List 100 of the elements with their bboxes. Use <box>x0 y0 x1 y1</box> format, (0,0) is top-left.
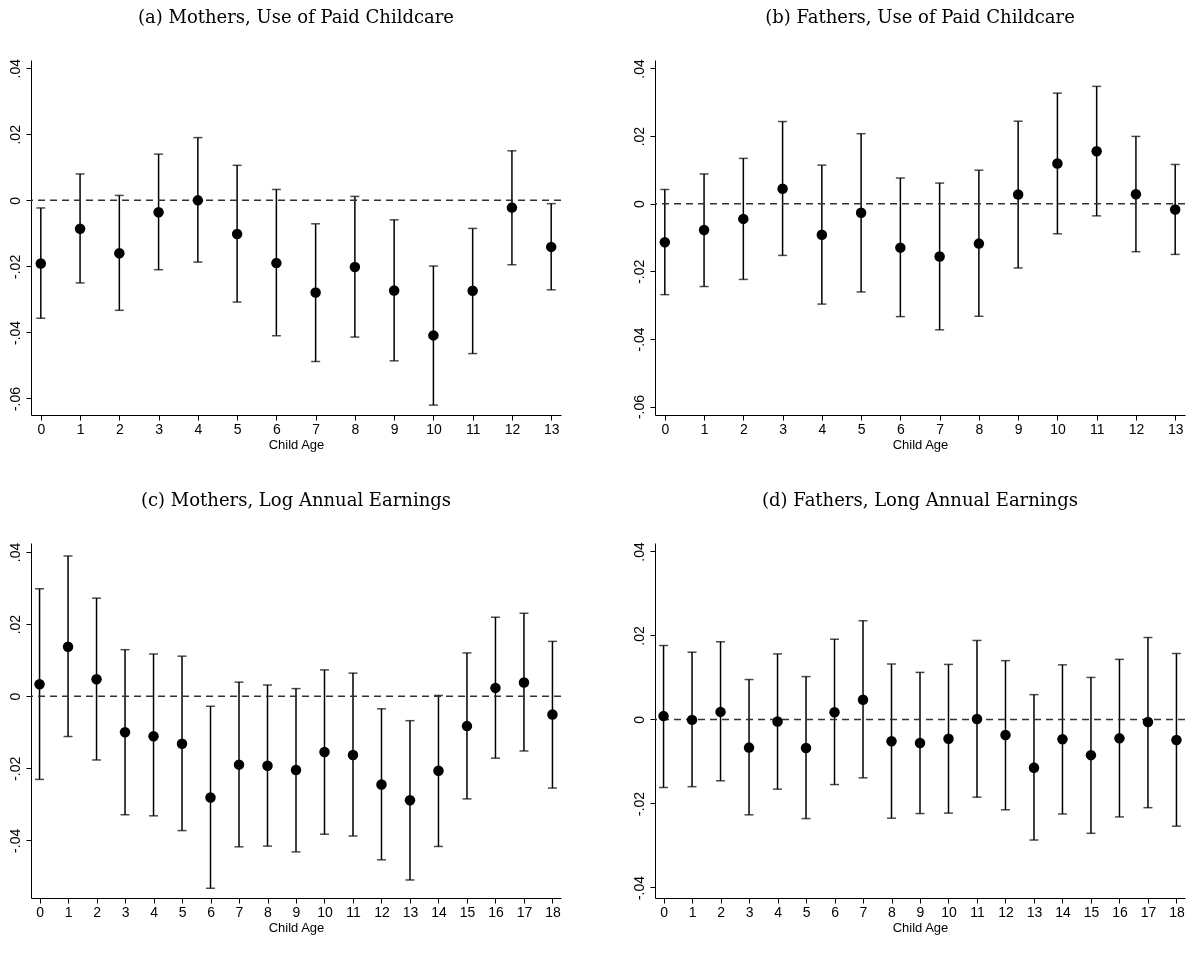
x-tick-label: 6 <box>896 420 905 437</box>
y-tick-label: 0 <box>6 196 23 205</box>
y-tick-label: .04 <box>6 542 23 563</box>
x-tick-label: 4 <box>818 420 827 437</box>
point <box>943 733 954 745</box>
point <box>467 285 478 297</box>
x-tick-label: 18 <box>545 903 561 920</box>
x-tick-label: 4 <box>774 903 783 920</box>
point <box>829 707 840 718</box>
point <box>205 792 216 803</box>
x-tick-label: 5 <box>178 903 187 920</box>
x-tick-label: 17 <box>516 903 533 920</box>
y-tick-label: .04 <box>630 59 647 79</box>
point <box>74 223 86 234</box>
x-tick-label: 3 <box>779 420 788 437</box>
y-tick-label: -.02 <box>6 756 23 781</box>
point <box>1057 733 1068 745</box>
x-tick-label: 5 <box>233 420 242 437</box>
point <box>1169 204 1181 215</box>
point <box>35 258 47 269</box>
x-tick-label: 8 <box>351 420 360 437</box>
point <box>1114 733 1125 744</box>
y-tick-label: .02 <box>6 614 23 635</box>
y-tick-label: -.04 <box>630 875 647 901</box>
x-axis-title: Child Age <box>268 436 325 452</box>
point <box>428 330 439 341</box>
point <box>698 224 710 236</box>
x-tick-label: 11 <box>346 903 361 920</box>
point <box>1091 146 1102 157</box>
x-tick-label: 0 <box>660 903 669 920</box>
x-tick-label: 2 <box>717 903 726 920</box>
x-tick-label: 0 <box>36 903 45 920</box>
x-tick-label: 11 <box>465 420 481 437</box>
point <box>1171 734 1182 746</box>
point <box>376 779 387 790</box>
x-tick-label: 10 <box>941 903 957 920</box>
x-tick-label: 5 <box>857 420 866 437</box>
chart-title: (a) Mothers, Use of Paid Childcare <box>137 5 455 27</box>
x-tick-label: 8 <box>888 903 897 920</box>
chart-title: (d) Fathers, Long Annual Earnings <box>762 488 1078 510</box>
point <box>743 742 755 753</box>
point <box>772 716 783 727</box>
point <box>233 759 245 770</box>
y-tick-label: .02 <box>630 126 647 147</box>
point <box>1000 729 1011 741</box>
point <box>686 714 698 726</box>
y-tick-label: 0 <box>630 715 647 724</box>
x-tick-label: 9 <box>390 420 399 437</box>
point <box>1142 716 1154 728</box>
point <box>1012 189 1024 200</box>
x-tick-label: 15 <box>1083 903 1100 920</box>
x-tick-label: 13 <box>1026 903 1043 920</box>
x-tick-label: 14 <box>431 903 447 920</box>
x-axis-title: Child Age <box>268 919 325 935</box>
point <box>490 682 501 694</box>
x-tick-label: 1 <box>700 420 709 437</box>
point <box>886 736 897 747</box>
x-tick-label: 13 <box>402 903 419 920</box>
x-tick-label: 10 <box>1050 420 1066 437</box>
x-tick-label: 0 <box>661 420 670 437</box>
point <box>404 795 416 806</box>
point <box>658 710 669 722</box>
point <box>176 738 188 749</box>
point <box>777 183 788 195</box>
x-tick-label: 14 <box>1055 903 1071 920</box>
point <box>545 241 557 253</box>
x-tick-label: 3 <box>155 420 164 437</box>
x-tick-label: 17 <box>1140 903 1157 920</box>
x-tick-label: 15 <box>459 903 476 920</box>
x-tick-label: 10 <box>426 420 442 437</box>
x-tick-label: 7 <box>312 420 321 437</box>
point <box>973 238 985 249</box>
y-tick-label: 0 <box>6 692 23 701</box>
point <box>271 257 282 269</box>
y-tick-label: -.04 <box>6 828 23 853</box>
point <box>349 261 361 273</box>
x-tick-label: 5 <box>802 903 811 920</box>
x-tick-label: 3 <box>121 903 130 920</box>
point <box>319 746 330 758</box>
y-tick-label: .02 <box>630 625 647 646</box>
y-tick-label: -.04 <box>6 320 23 345</box>
point <box>855 207 867 219</box>
point <box>659 237 671 248</box>
point <box>34 679 45 690</box>
x-tick-label: 1 <box>64 903 73 920</box>
point <box>148 730 159 742</box>
point <box>971 713 983 725</box>
point <box>91 674 102 685</box>
x-tick-label: 9 <box>292 903 301 920</box>
x-tick-label: 10 <box>317 903 333 920</box>
chart-title: (b) Fathers, Use of Paid Childcare <box>765 5 1075 27</box>
x-tick-label: 0 <box>37 420 46 437</box>
x-tick-label: 7 <box>859 903 868 920</box>
point <box>153 207 164 218</box>
chart-title: (c) Mothers, Log Annual Earnings <box>140 489 452 511</box>
x-tick-label: 12 <box>998 903 1014 920</box>
point <box>290 764 302 776</box>
point <box>934 251 945 262</box>
point <box>62 641 74 653</box>
x-tick-label: 11 <box>1089 420 1105 437</box>
